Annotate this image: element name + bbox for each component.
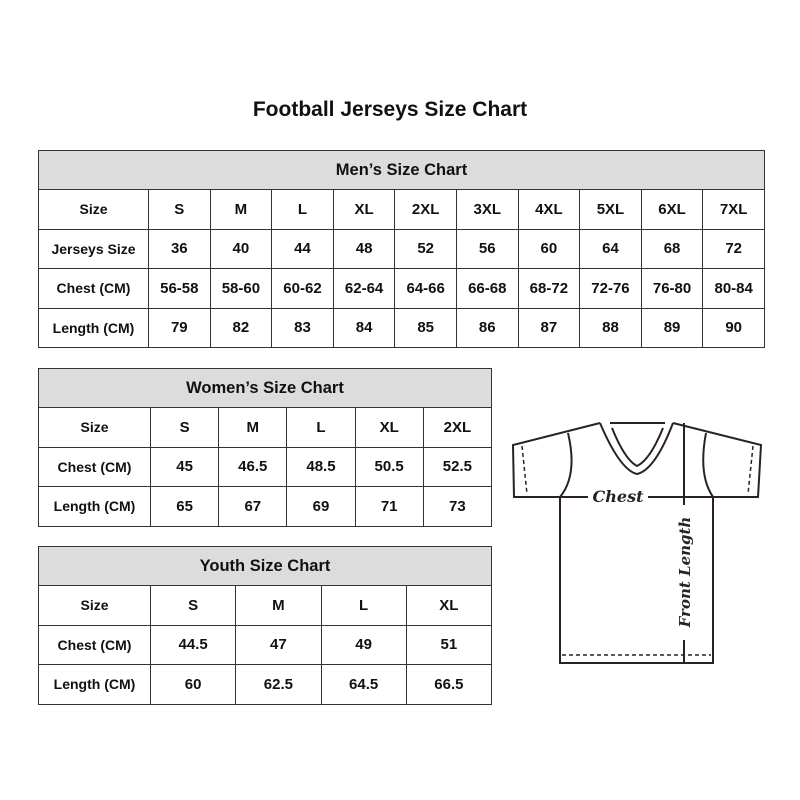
- table-cell: 5XL: [579, 189, 642, 230]
- front-length-label: Front Length: [676, 517, 694, 629]
- row-label: Size: [38, 189, 149, 230]
- jersey-outline: [511, 422, 763, 664]
- table-cell: L: [286, 407, 356, 448]
- table-cell: 44.5: [149, 624, 237, 665]
- table-cell: 64.5: [320, 664, 407, 705]
- table-cell: 6XL: [640, 189, 704, 230]
- row-label: Length (CM): [38, 307, 149, 348]
- table-cell: 36: [148, 228, 211, 269]
- table-cell: 69: [286, 486, 356, 527]
- table-cell: 7XL: [702, 189, 765, 230]
- table-cell: 45: [149, 446, 220, 487]
- table-cell: 90: [702, 307, 765, 348]
- table-cell: 49: [320, 624, 407, 665]
- table-row: Chest (CM) 45 46.5 48.5 50.5 52.5: [38, 446, 493, 487]
- table-cell: 84: [332, 307, 396, 348]
- youth-size-table: Youth Size Chart Size S M L XL Chest (CM) 44.5 4…: [38, 546, 493, 705]
- row-label: Size: [38, 585, 151, 626]
- womens-size-table: Women’s Size Chart Size S M L XL 2XL Chest (CM)…: [38, 368, 493, 527]
- table-cell: M: [235, 585, 322, 626]
- table-cell: 73: [422, 486, 493, 527]
- row-label: Chest (CM): [38, 624, 151, 665]
- table-cell: 48: [332, 228, 396, 269]
- table-cell: 48.5: [286, 446, 356, 487]
- table-cell: 60: [517, 228, 581, 269]
- table-cell: S: [149, 407, 220, 448]
- table-cell: 60-62: [271, 268, 334, 309]
- table-cell: 82: [209, 307, 273, 348]
- table-cell: 60: [149, 664, 237, 705]
- table-row: Size S M L XL 2XL 3XL 4XL 5XL 6XL 7XL: [38, 189, 765, 230]
- page-title: Football Jerseys Size Chart: [252, 98, 528, 121]
- table-cell: 71: [354, 486, 424, 527]
- table-row: Size S M L XL: [38, 585, 493, 626]
- table-cell: 76-80: [640, 268, 704, 309]
- table-cell: 56-58: [148, 268, 211, 309]
- table-cell: 72-76: [579, 268, 642, 309]
- row-label: Jerseys Size: [38, 228, 149, 269]
- table-cell: 40: [209, 228, 273, 269]
- table-cell: 66-68: [455, 268, 519, 309]
- table-cell: 85: [394, 307, 457, 348]
- table-row: Chest (CM) 44.5 47 49 51: [38, 624, 493, 665]
- table-cell: 87: [517, 307, 581, 348]
- table-row: Jerseys Size 36 40 44 48 52 56 60 64 68 72: [38, 228, 765, 269]
- table-cell: L: [271, 189, 334, 230]
- row-label: Length (CM): [38, 486, 151, 527]
- table-cell: 62.5: [235, 664, 322, 705]
- table-cell: 51: [405, 624, 493, 665]
- table-cell: S: [149, 585, 237, 626]
- table-cell: 68-72: [517, 268, 581, 309]
- table-row: Length (CM) 65 67 69 71 73: [38, 486, 493, 527]
- table-cell: 50.5: [354, 446, 424, 487]
- table-title: Youth Size Chart: [38, 546, 492, 586]
- table-cell: XL: [354, 407, 424, 448]
- table-cell: 47: [235, 624, 322, 665]
- table-cell: M: [218, 407, 288, 448]
- collar: [599, 422, 674, 476]
- table-row: Length (CM) 79 82 83 84 85 86 87 88 89 90: [38, 307, 765, 348]
- table-cell: XL: [405, 585, 493, 626]
- row-label: Chest (CM): [38, 446, 151, 487]
- table-cell: 2XL: [422, 407, 493, 448]
- table-cell: 66.5: [405, 664, 493, 705]
- table-row: Size S M L XL 2XL: [38, 407, 493, 448]
- table-cell: 52.5: [422, 446, 493, 487]
- table-cell: 44: [271, 228, 334, 269]
- mens-size-table: Men’s Size Chart Size S M L XL 2XL 3XL 4XL 5XL 6XL…: [38, 150, 765, 348]
- table-cell: 79: [148, 307, 211, 348]
- table-title: Men’s Size Chart: [38, 150, 765, 190]
- table-cell: 67: [218, 486, 288, 527]
- table-cell: 86: [455, 307, 519, 348]
- table-cell: 88: [579, 307, 642, 348]
- table-cell: 68: [640, 228, 704, 269]
- table-row: Length (CM) 60 62.5 64.5 66.5: [38, 664, 493, 705]
- table-cell: L: [320, 585, 407, 626]
- table-cell: 65: [149, 486, 220, 527]
- table-cell: 80-84: [702, 268, 765, 309]
- table-cell: 62-64: [332, 268, 396, 309]
- table-title: Women’s Size Chart: [38, 368, 492, 408]
- chest-label: Chest: [593, 487, 645, 506]
- table-cell: XL: [332, 189, 396, 230]
- row-label: Size: [38, 407, 151, 448]
